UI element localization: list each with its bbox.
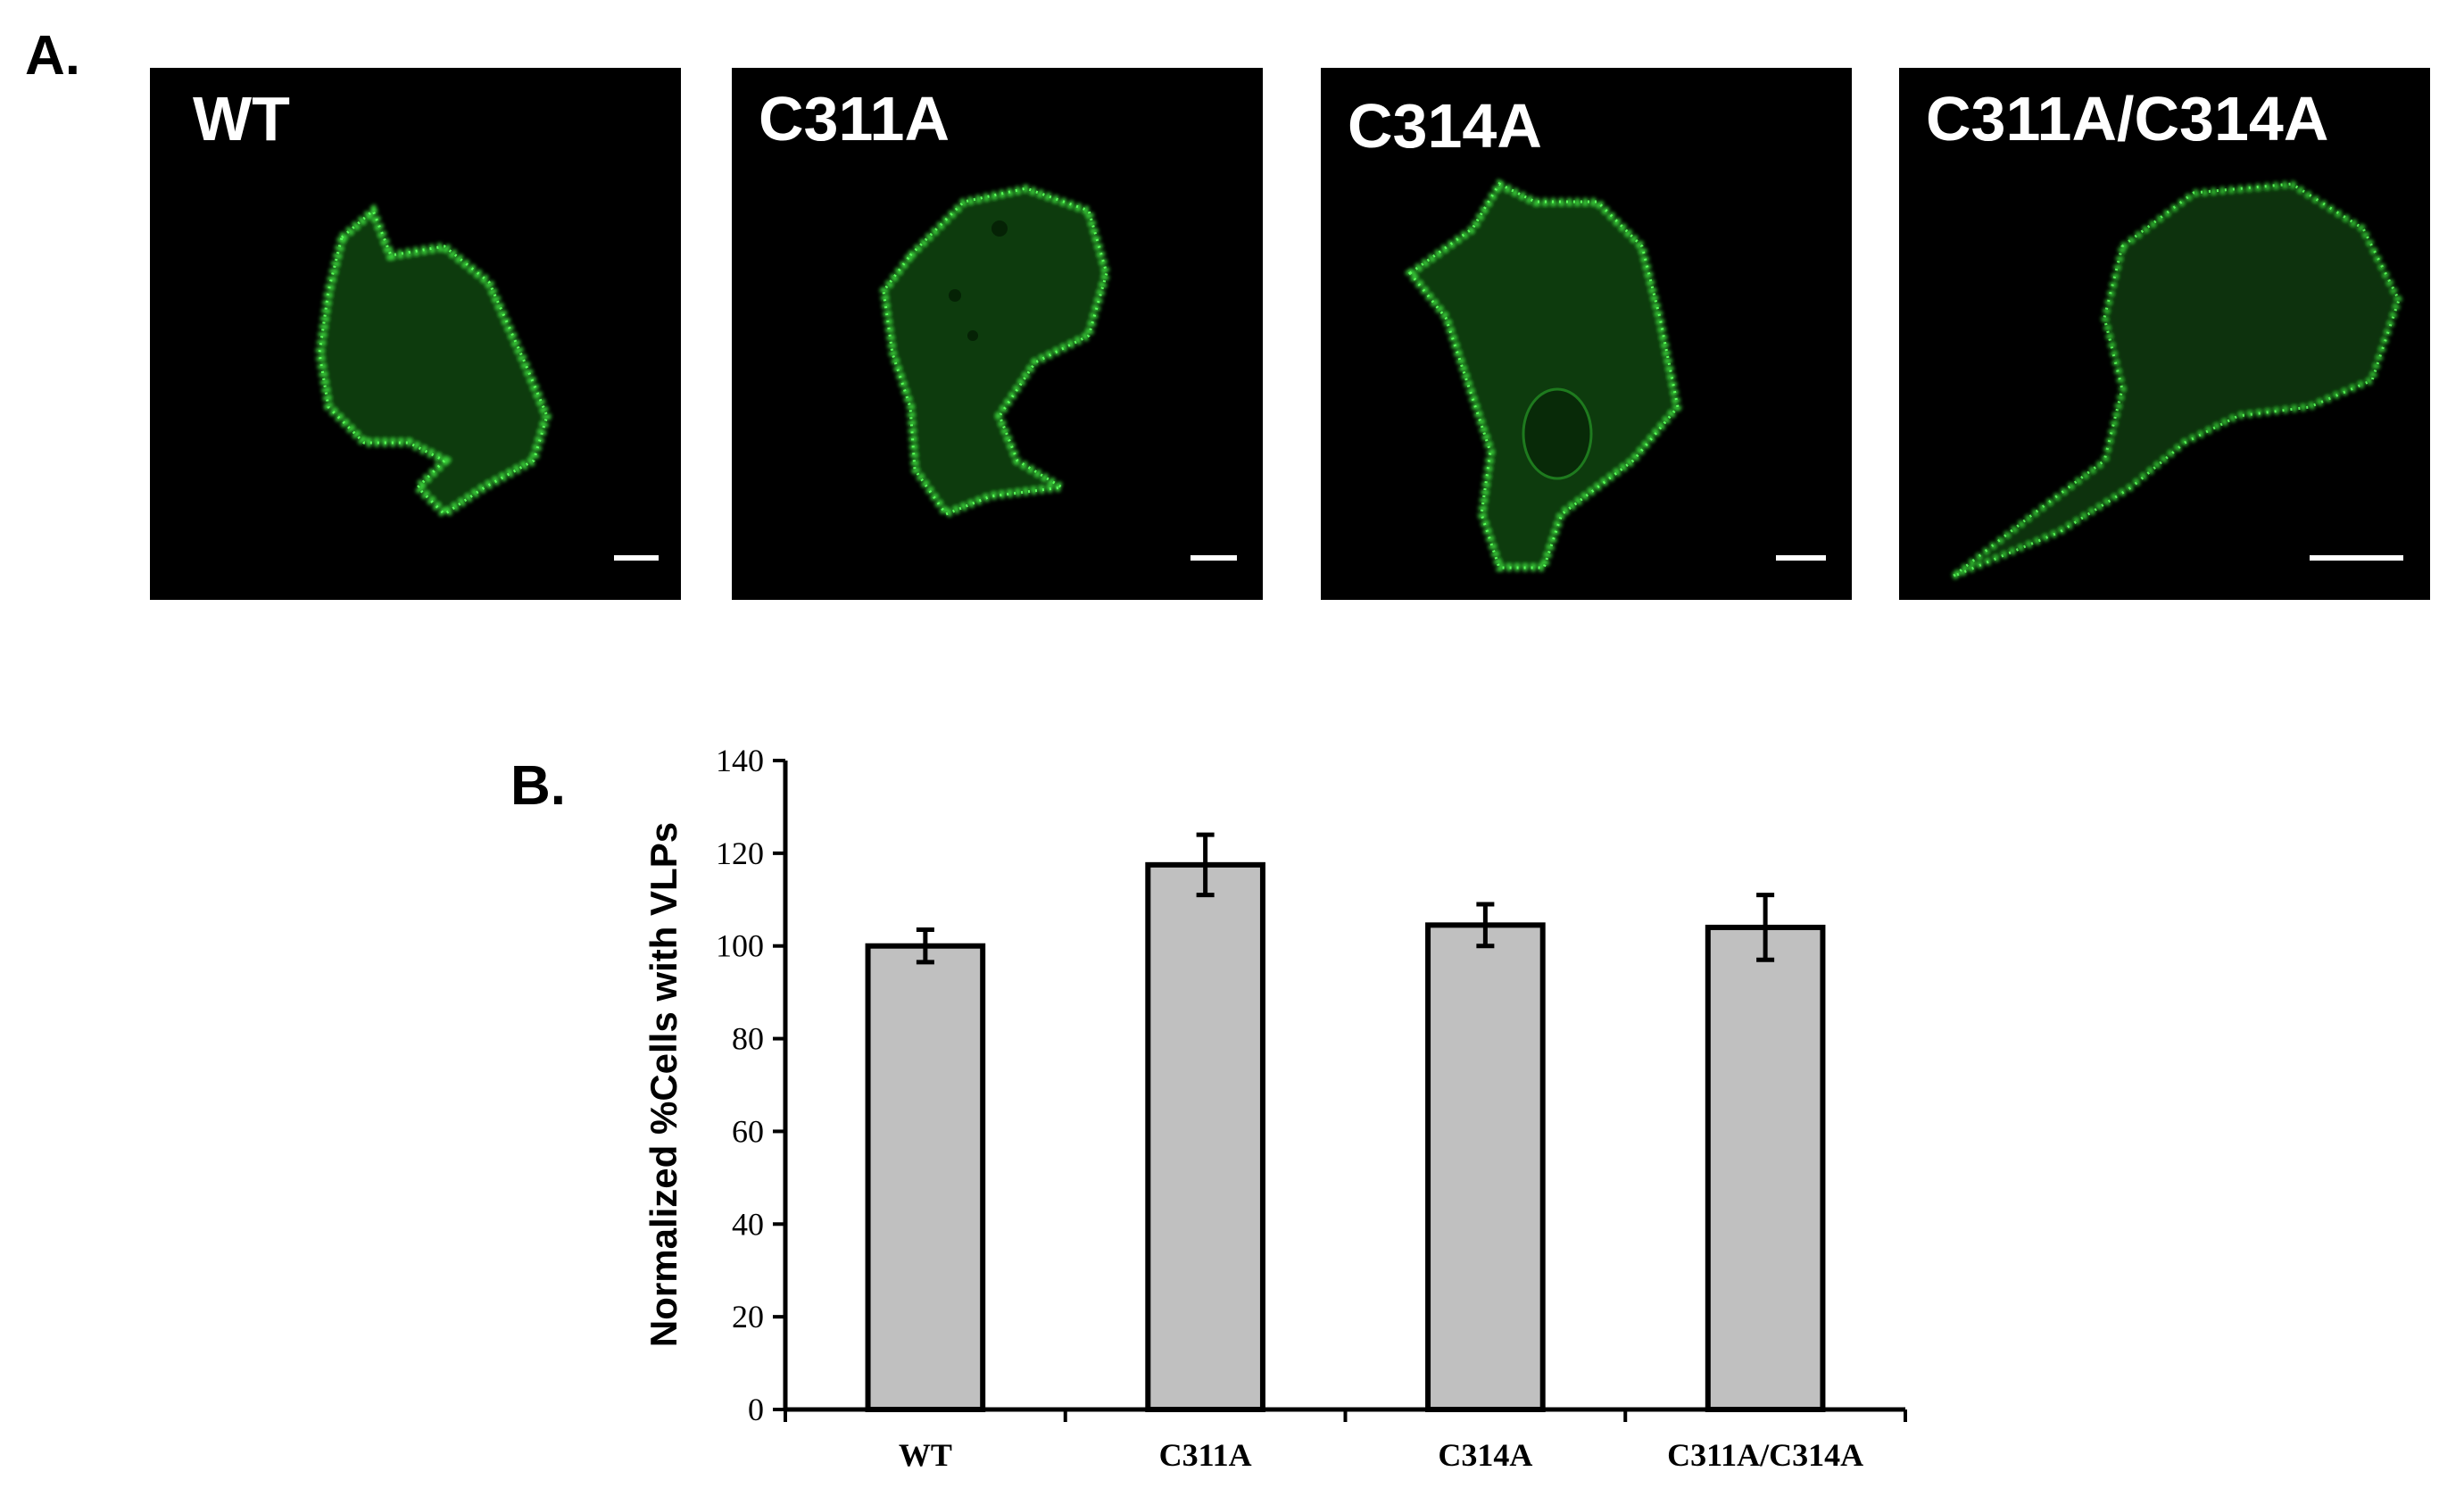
x-tick-label: C314A — [1438, 1437, 1532, 1473]
micrograph-label: C311A/C314A — [1926, 84, 2329, 154]
y-tick-label: 40 — [732, 1206, 764, 1242]
micrograph-c311a: C311A — [732, 68, 1263, 600]
bar-c311a — [1145, 861, 1265, 1412]
micrograph-c314a-cell — [1405, 179, 1826, 571]
micrograph-wt-cell — [315, 204, 659, 561]
panel-a-letter: A. — [25, 25, 80, 87]
x-tick-label: C311A — [1159, 1437, 1252, 1473]
bar-c311a-c314a — [1705, 924, 1826, 1412]
x-tick-label: C311A/C314A — [1667, 1437, 1863, 1473]
micrograph-label: C311A — [759, 84, 950, 154]
y-tick-label: 20 — [732, 1299, 764, 1335]
micrograph-label: WT — [193, 84, 290, 154]
micrograph-c311a-cell — [879, 184, 1237, 561]
micrograph-c311a-c314a: C311A/C314A — [1899, 68, 2430, 600]
y-tick-label: 140 — [716, 743, 764, 778]
y-tick-label: 100 — [716, 928, 764, 964]
panel-b-letter: B. — [510, 755, 566, 817]
micrograph-wt: WT — [150, 68, 681, 600]
y-tick-label: 0 — [748, 1392, 764, 1427]
bar-wt — [865, 943, 986, 1412]
micrograph-label: C314A — [1348, 91, 1542, 161]
micrograph-c314a: C314A — [1321, 68, 1852, 600]
y-axis-label: Normalized %Cells with VLPs — [643, 822, 684, 1347]
x-tick-label: WT — [899, 1437, 952, 1473]
y-tick-label: 80 — [732, 1021, 764, 1057]
bar-c314a — [1425, 922, 1546, 1412]
y-tick-label: 120 — [716, 836, 764, 871]
micrograph-c311a-c314a-cell — [1950, 180, 2403, 580]
y-tick-label: 60 — [732, 1113, 764, 1149]
